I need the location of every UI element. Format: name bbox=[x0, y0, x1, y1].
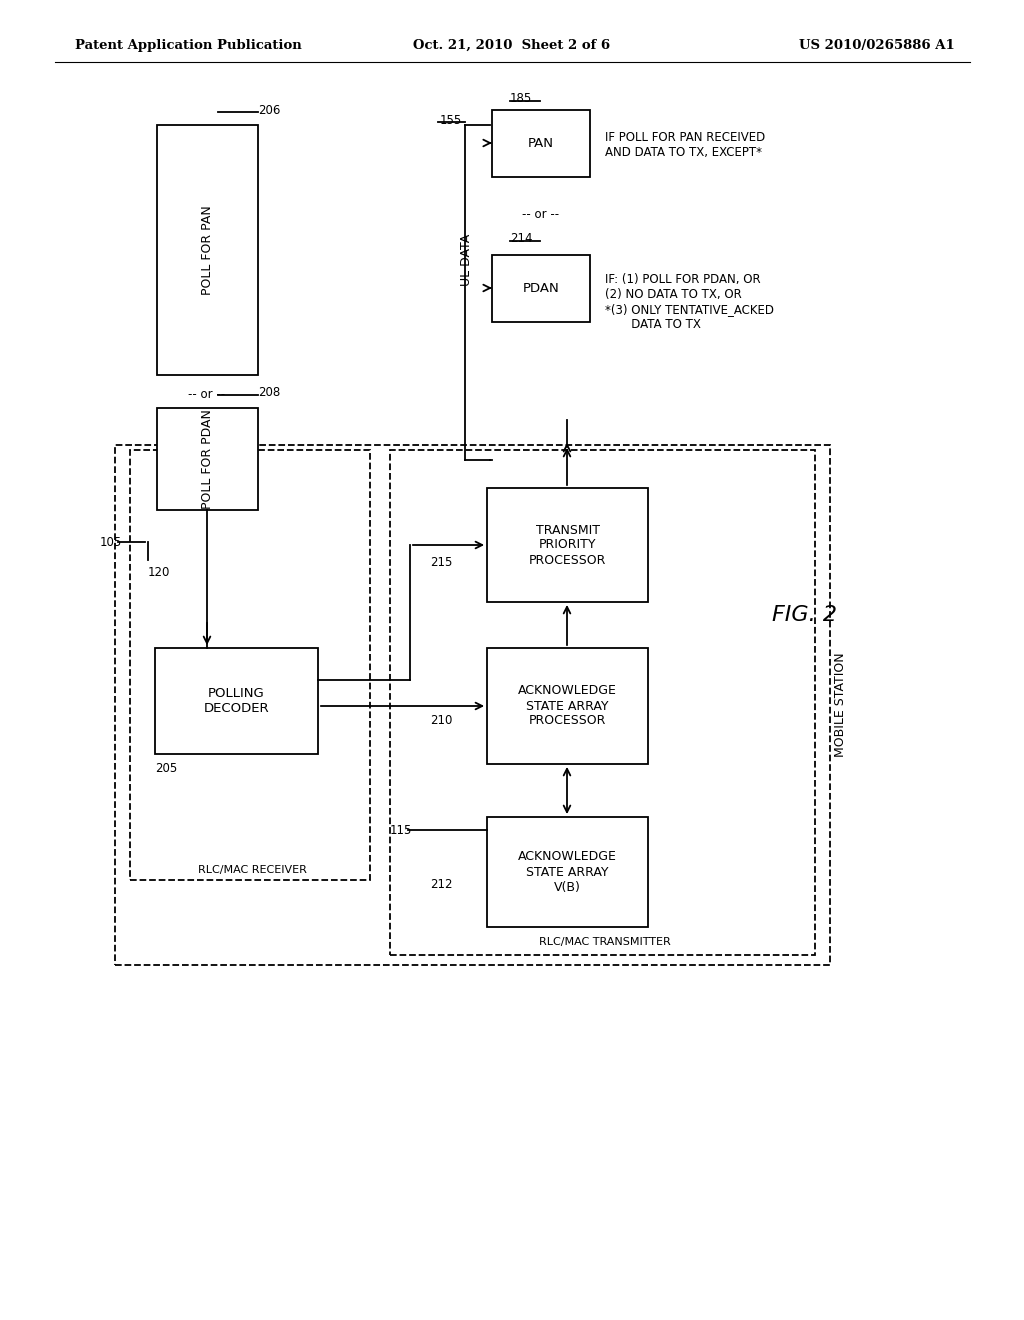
Text: IF: (1) POLL FOR PDAN, OR
(2) NO DATA TO TX, OR
*(3) ONLY TENTATIVE_ACKED
      : IF: (1) POLL FOR PDAN, OR (2) NO DATA TO… bbox=[605, 273, 774, 331]
Bar bbox=[390, 450, 815, 954]
Text: 208: 208 bbox=[258, 387, 281, 400]
Text: ACKNOWLEDGE
STATE ARRAY
PROCESSOR: ACKNOWLEDGE STATE ARRAY PROCESSOR bbox=[518, 685, 616, 727]
Text: PAN: PAN bbox=[528, 137, 554, 150]
Bar bbox=[492, 255, 590, 322]
Text: POLL FOR PAN: POLL FOR PAN bbox=[201, 205, 214, 294]
Text: ACKNOWLEDGE
STATE ARRAY
V(B): ACKNOWLEDGE STATE ARRAY V(B) bbox=[518, 850, 616, 894]
Bar bbox=[130, 450, 370, 880]
Bar bbox=[115, 445, 830, 965]
Text: 205: 205 bbox=[155, 762, 177, 775]
Text: 215: 215 bbox=[430, 556, 453, 569]
Text: MOBILE STATION: MOBILE STATION bbox=[834, 652, 847, 758]
Text: Oct. 21, 2010  Sheet 2 of 6: Oct. 21, 2010 Sheet 2 of 6 bbox=[414, 38, 610, 51]
Text: 212: 212 bbox=[430, 879, 453, 891]
Text: POLL FOR PDAN: POLL FOR PDAN bbox=[201, 409, 214, 510]
Text: POLLING
DECODER: POLLING DECODER bbox=[204, 686, 269, 715]
Bar bbox=[492, 110, 590, 177]
Bar bbox=[487, 817, 648, 927]
Text: 210: 210 bbox=[430, 714, 453, 726]
Bar bbox=[487, 648, 648, 764]
Bar bbox=[487, 488, 648, 602]
Text: PDAN: PDAN bbox=[522, 282, 559, 294]
Text: 155: 155 bbox=[440, 114, 462, 127]
Text: 206: 206 bbox=[258, 103, 281, 116]
Text: 115: 115 bbox=[390, 824, 413, 837]
Text: FIG. 2: FIG. 2 bbox=[772, 605, 838, 624]
Text: -- or --: -- or -- bbox=[188, 388, 225, 401]
Text: 105: 105 bbox=[100, 536, 122, 549]
Text: 214: 214 bbox=[510, 231, 532, 244]
Text: TRANSMIT
PRIORITY
PROCESSOR: TRANSMIT PRIORITY PROCESSOR bbox=[528, 524, 606, 566]
Text: UL DATA: UL DATA bbox=[460, 234, 472, 286]
Bar bbox=[157, 125, 258, 375]
Text: 185: 185 bbox=[510, 91, 532, 104]
Text: Patent Application Publication: Patent Application Publication bbox=[75, 38, 302, 51]
Text: -- or --: -- or -- bbox=[522, 209, 559, 222]
Bar bbox=[155, 648, 318, 754]
Text: RLC/MAC RECEIVER: RLC/MAC RECEIVER bbox=[198, 865, 306, 875]
Bar bbox=[157, 408, 258, 510]
Text: IF POLL FOR PAN RECEIVED
AND DATA TO TX, EXCEPT*: IF POLL FOR PAN RECEIVED AND DATA TO TX,… bbox=[605, 131, 765, 158]
Text: US 2010/0265886 A1: US 2010/0265886 A1 bbox=[800, 38, 955, 51]
Text: RLC/MAC TRANSMITTER: RLC/MAC TRANSMITTER bbox=[539, 937, 671, 946]
Text: 120: 120 bbox=[148, 565, 170, 578]
